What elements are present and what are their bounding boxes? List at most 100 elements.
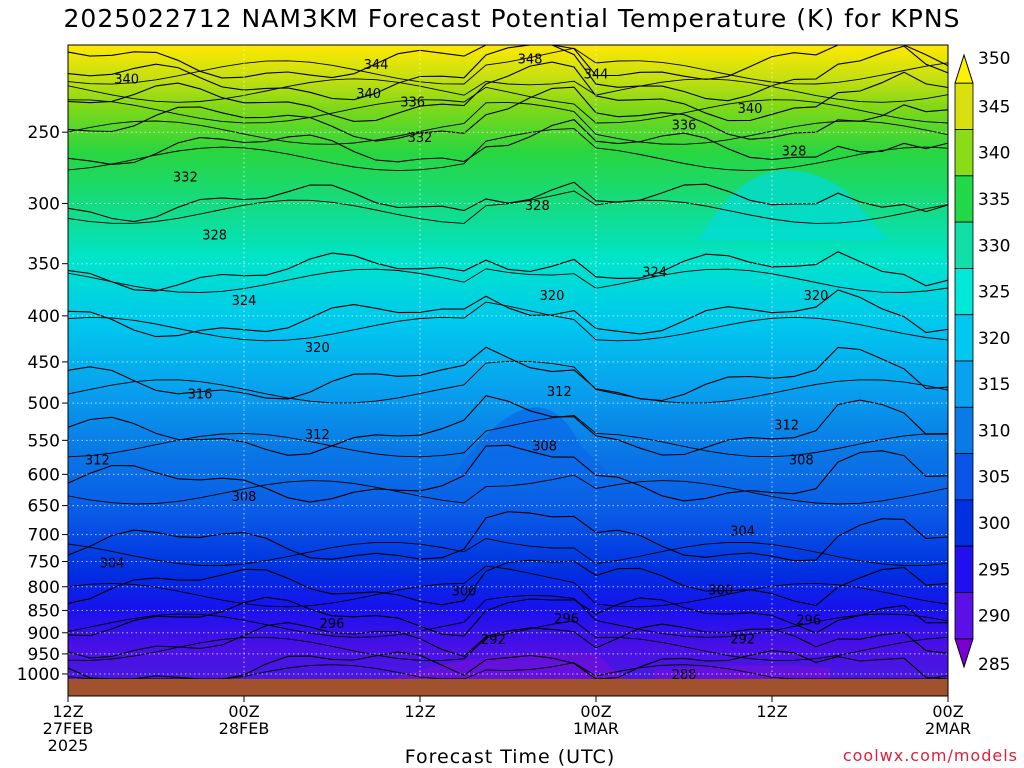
isentrope-label: 308: [532, 439, 557, 454]
y-tick-label: 800: [28, 578, 60, 598]
isentrope-308: [68, 444, 948, 503]
isentrope-348: [68, 45, 948, 81]
y-tick-label: 300: [28, 194, 60, 214]
isentrope-label: 308: [232, 490, 257, 505]
isentrope-label: 292: [730, 632, 755, 647]
colorbar-label: 320: [978, 329, 1010, 349]
x-tick-label: 12Z: [52, 702, 83, 721]
isentrope-296: [68, 596, 948, 637]
isentrope-minor: [68, 662, 948, 679]
isentrope-312: [68, 395, 948, 456]
colorbar-swatch: [954, 82, 974, 130]
isentrope-288: [68, 650, 948, 679]
y-tick-label: 900: [28, 624, 60, 644]
colorbar-label: 305: [978, 468, 1010, 488]
colorbar-label: 330: [978, 236, 1010, 256]
isentrope-300: [68, 559, 948, 607]
isentrope-320: [68, 289, 948, 338]
y-tick-label: 850: [28, 601, 60, 621]
plot-frame: [67, 44, 949, 697]
isentrope-336: [68, 86, 948, 142]
isentrope-label: 324: [642, 265, 667, 280]
isentrope-label: 340: [114, 73, 139, 88]
isentrope-minor: [68, 594, 948, 638]
y-tick-label: 700: [28, 526, 60, 546]
isentrope-minor: [68, 268, 948, 293]
colorbar-label: 290: [978, 607, 1010, 627]
y-tick-label: 450: [28, 353, 60, 373]
colorbar-label: 300: [978, 514, 1010, 534]
colorbar-swatch: [954, 360, 974, 408]
x-tick-label: 12Z: [404, 702, 435, 721]
y-tick-label: 750: [28, 553, 60, 573]
colorbar-label: 285: [978, 655, 1010, 675]
colorbar-swatch: [954, 175, 974, 223]
isentrope-label: 300: [708, 584, 733, 599]
colorbar-label: 315: [978, 375, 1010, 395]
warm-bulge-mid: [449, 407, 626, 488]
isentrope-minor: [68, 78, 948, 103]
isentrope-minor: [68, 128, 948, 172]
y-tick-label: 950: [28, 645, 60, 665]
isentrope-label: 312: [774, 418, 799, 433]
colorbar-label: 340: [978, 144, 1010, 164]
x-tick-label: 00Z: [932, 702, 963, 721]
colorbar-swatch: [954, 406, 974, 454]
x-tick-label: 12Z: [756, 702, 787, 721]
cold-pool-right: [654, 665, 831, 679]
y-tick-label: 1000: [17, 665, 60, 685]
colorbar-swatch: [954, 268, 974, 316]
isentrope-label: 320: [305, 341, 330, 356]
y-tick-label: 400: [28, 307, 60, 327]
isentrope-minor: [68, 190, 948, 224]
isentrope-minor: [68, 414, 948, 458]
isentrope-label: 316: [188, 388, 213, 403]
isentrope-minor: [68, 360, 948, 404]
terrain-band: [68, 679, 948, 696]
x-tick-label: 1MAR: [573, 719, 619, 738]
x-tick-label: 2MAR: [925, 719, 971, 738]
isentrope-label: 328: [525, 199, 550, 214]
isentrope-minor: [68, 474, 948, 505]
isentrope-292: [68, 622, 948, 659]
colorbar-label: 310: [978, 421, 1010, 441]
isentrope-label: 344: [364, 58, 389, 73]
colorbar: 350 345 340 335 330 325 320 315 310 305 300 295 290 2…: [954, 49, 1010, 675]
isentrope-minor: [68, 101, 948, 145]
isentrope-344: [68, 45, 948, 102]
colorbar-swatch: [954, 592, 974, 640]
colorbar-swatch: [954, 314, 974, 362]
isentrope-label: 292: [481, 633, 506, 648]
isentrope-316: [68, 346, 948, 402]
isentrope-328: [68, 181, 948, 223]
isentrope-label: 328: [782, 145, 807, 160]
isentrope-label: 340: [738, 102, 763, 117]
colorbar-swatch: [954, 129, 974, 177]
colorbar-swatch: [954, 545, 974, 593]
isentrope-minor: [68, 47, 948, 85]
isentrope-label: 312: [547, 385, 572, 400]
colorbar-label: 350: [978, 49, 1010, 69]
isentrope-332: [68, 118, 948, 165]
y-tick-label: 600: [28, 465, 60, 485]
y-tick-label: 250: [28, 123, 60, 143]
isentrope-label: 336: [400, 95, 425, 110]
y-axis-ticks: 250 300 350 400 450 500 550 600 650 700 750 800 850 9…: [17, 123, 68, 685]
isentrope-label: 336: [672, 118, 697, 133]
colorbar-swatch: [954, 499, 974, 547]
colorbar-label: 325: [978, 283, 1010, 303]
x-tick-label: 27FEB: [43, 719, 94, 738]
isentrope-minor: [68, 538, 948, 566]
isentrope-minor: [68, 86, 948, 124]
theta-field: [68, 45, 948, 679]
x-tick-label: 28FEB: [219, 719, 270, 738]
isentrope-label: 304: [100, 557, 125, 572]
isentrope-label: 344: [584, 67, 609, 82]
isentrope-label: 320: [540, 289, 565, 304]
isentrope-label: 300: [452, 585, 477, 600]
isentrope-label: 324: [232, 294, 257, 309]
isentrope-304: [68, 511, 948, 562]
isentrope-label: 296: [554, 612, 579, 627]
